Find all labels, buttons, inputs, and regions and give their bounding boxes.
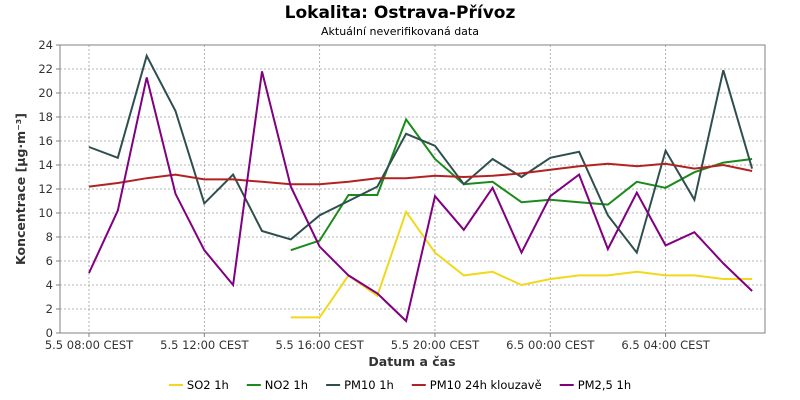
y-tick-label: 18 [38,110,53,124]
chart-subtitle: Aktuální neverifikovaná data [321,25,479,38]
plot-area-frame [59,44,766,334]
legend-item: PM10 24h klouzavě [411,378,542,392]
y-tick-label: 8 [46,230,53,244]
y-tick-label: 14 [38,158,53,172]
y-tick-label: 12 [38,182,53,196]
legend-label: PM10 1h [344,378,394,392]
x-tick-label: 6.5 00:00 CEST [506,338,595,352]
legend-item: PM10 1h [326,378,394,392]
series-group [88,53,754,323]
y-tick-label: 20 [38,86,53,100]
series-line-2 [88,53,754,255]
series-line-3 [88,162,753,188]
y-tick-label: 2 [46,302,53,316]
series-line-0 [290,209,753,319]
legend-label: SO2 1h [187,378,229,392]
y-tick-label: 16 [38,134,53,148]
y-tick-label: 22 [38,62,53,76]
y-tick-label: 4 [46,278,53,292]
legend-label: NO2 1h [265,378,308,392]
y-tick-label: 24 [38,38,53,52]
y-tick-label: 0 [46,326,53,340]
x-tick-label: 5.5 20:00 CEST [391,338,480,352]
x-tick-label: 5.5 12:00 CEST [160,338,249,352]
series-line-1 [290,117,753,252]
legend-label: PM2,5 1h [578,378,631,392]
legend-label: PM10 24h klouzavě [430,378,542,392]
y-axis-label: Koncentrace [µg·m⁻³] [13,113,28,265]
series-line-4 [88,71,753,323]
y-tick-label: 10 [38,206,53,220]
legend-item: NO2 1h [246,378,308,392]
x-tick-label: 6.5 04:00 CEST [621,338,710,352]
x-tick-label: 5.5 08:00 CEST [45,338,134,352]
legend-item: PM2,5 1h [559,378,631,392]
x-axis-label: Datum a čas [368,354,455,369]
chart-title: Lokalita: Ostrava-Přívoz [285,3,516,23]
x-tick-label: 5.5 16:00 CEST [275,338,364,352]
legend-item: SO2 1h [168,378,229,392]
legend: SO2 1h NO2 1h PM10 1h PM10 24h klouzavě PM2,… [168,378,631,392]
y-tick-label: 6 [46,254,53,268]
